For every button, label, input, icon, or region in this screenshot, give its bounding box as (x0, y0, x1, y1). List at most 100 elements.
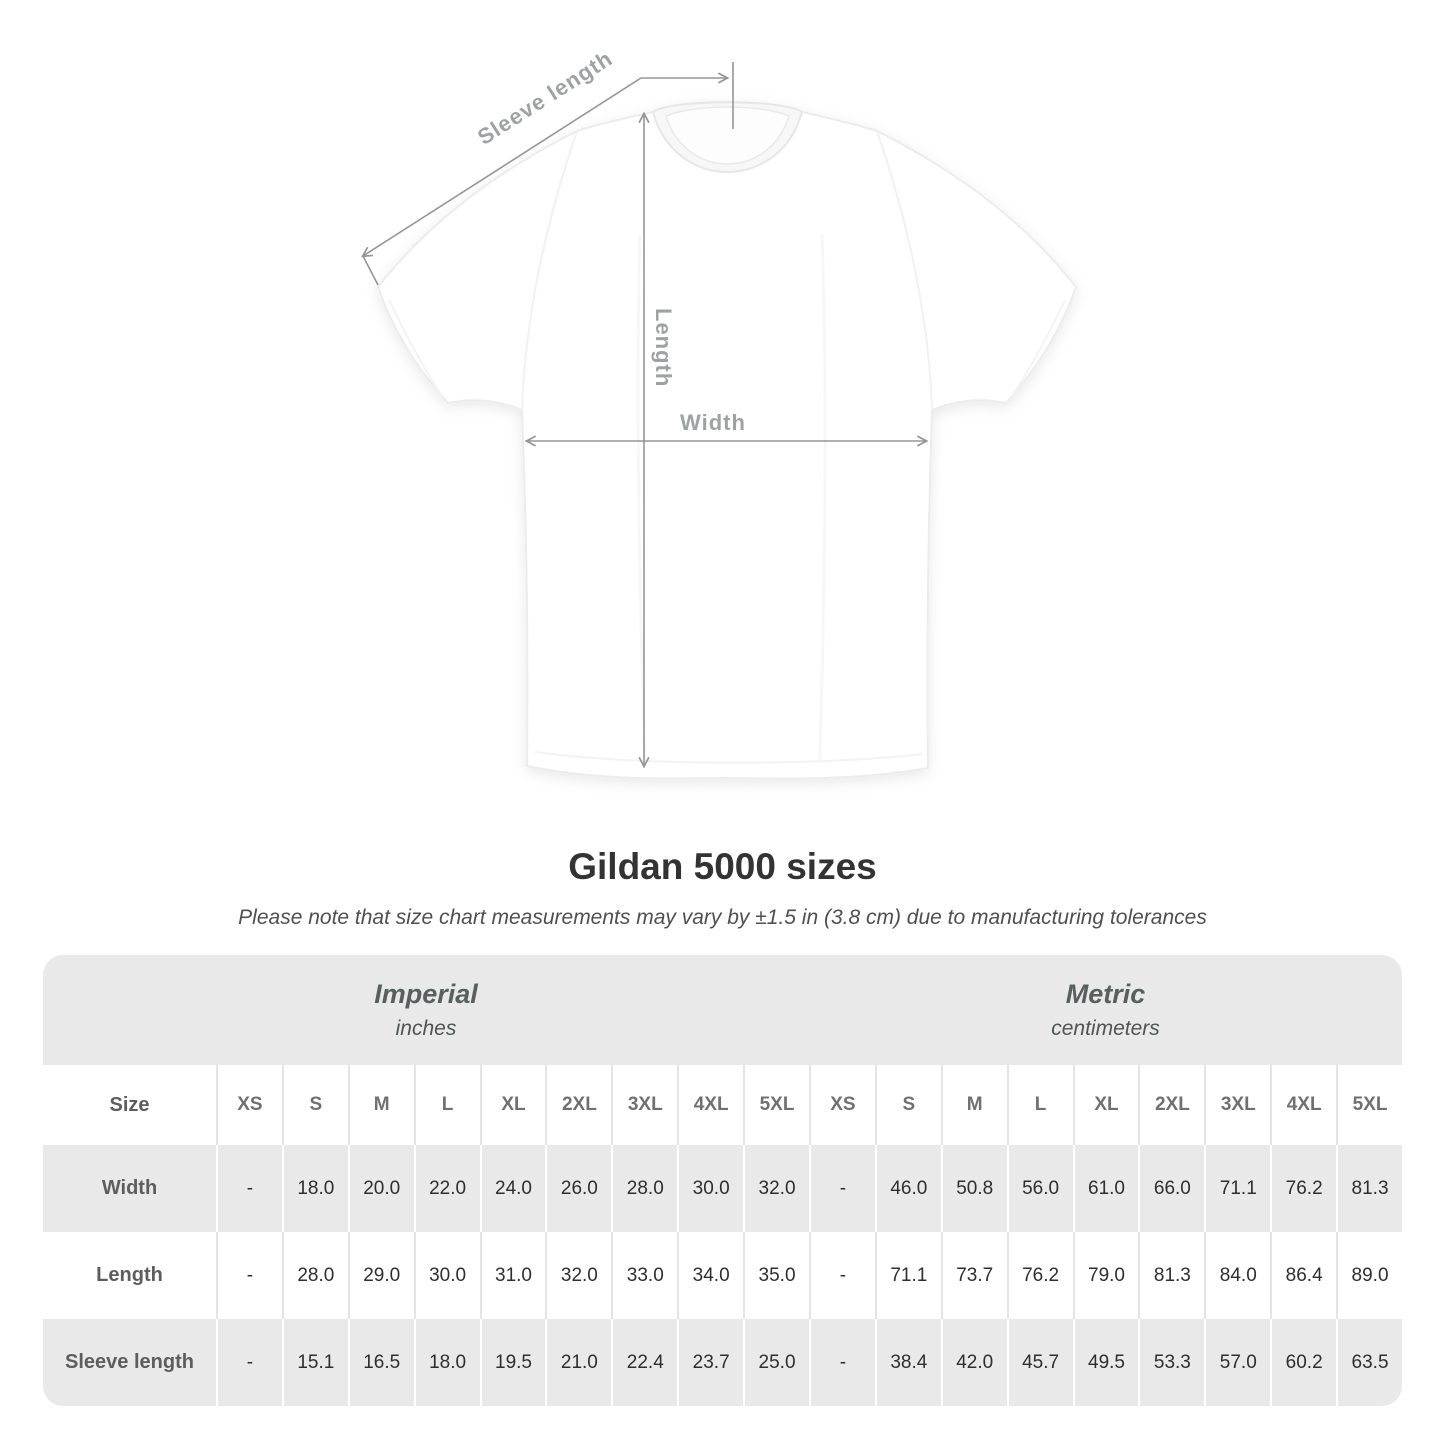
table-cell: 53.3 (1138, 1319, 1204, 1406)
table-cell: 24.0 (479, 1145, 546, 1232)
metric-group-unit: centimeters (1051, 1017, 1160, 1040)
table-cell: 60.2 (1270, 1319, 1336, 1406)
imperial-group-name: Imperial (374, 979, 478, 1009)
tolerance-note: Please note that size chart measurements… (238, 906, 1207, 929)
unit-group-header-row: Imperial inches Metric centimeters (43, 955, 1402, 1065)
page-title: Gildan 5000 sizes (568, 846, 877, 887)
size-header-cell: XS (808, 1065, 875, 1145)
size-table: Imperial inches Metric centimeters Size … (43, 955, 1402, 1406)
left-sleeve-hem (388, 299, 443, 397)
row-label: Width (101, 1177, 158, 1199)
size-header-cell: 5XL (743, 1065, 809, 1145)
table-cell: 18.0 (281, 1145, 348, 1232)
row-label: Length (96, 1264, 163, 1286)
metric-group-name: Metric (1065, 979, 1146, 1009)
table-cell: 63.5 (1336, 1319, 1402, 1406)
table-cell: 31.0 (479, 1232, 546, 1319)
row-label: Sleeve length (65, 1351, 194, 1373)
table-cell: - (216, 1232, 282, 1319)
right-sleeve-seam (876, 130, 933, 411)
table-cell: 66.0 (1138, 1145, 1204, 1232)
table-cell: 73.7 (940, 1232, 1007, 1319)
table-cell: 71.1 (1204, 1145, 1270, 1232)
size-header-cell: L (413, 1065, 480, 1145)
table-cell: 57.0 (1204, 1319, 1270, 1406)
table-cell: 28.0 (281, 1232, 348, 1319)
table-cell: 76.2 (1006, 1232, 1073, 1319)
table-cell: 18.0 (413, 1319, 480, 1406)
metric-group-header: Metric centimeters (809, 955, 1402, 1065)
table-cell: 71.1 (874, 1232, 941, 1319)
table-cell: 50.8 (940, 1145, 1007, 1232)
size-header-cell: XL (479, 1065, 546, 1145)
table-cell: 76.2 (1270, 1145, 1336, 1232)
table-cell: - (808, 1319, 875, 1406)
table-cell: 32.0 (545, 1232, 611, 1319)
size-header-cell: S (281, 1065, 348, 1145)
size-header-row: Size XS S M L XL 2XL 3XL 4XL 5XL XS S M … (43, 1065, 1402, 1145)
table-cell: 84.0 (1204, 1232, 1270, 1319)
table-cell: 45.7 (1006, 1319, 1073, 1406)
table-cell: 86.4 (1270, 1232, 1336, 1319)
table-cell: - (808, 1232, 875, 1319)
right-sleeve-hem (1011, 299, 1066, 397)
table-row-length: Length - 28.0 29.0 30.0 31.0 32.0 33.0 3… (43, 1232, 1402, 1319)
table-cell: 26.0 (545, 1145, 611, 1232)
table-cell: - (216, 1145, 282, 1232)
size-header-cell: S (874, 1065, 941, 1145)
table-cell: 22.4 (611, 1319, 677, 1406)
table-cell: 25.0 (743, 1319, 809, 1406)
size-header-cell: 2XL (1138, 1065, 1204, 1145)
sleeve-length-dimension-line (363, 77, 642, 256)
size-header-cell: M (940, 1065, 1007, 1145)
table-cell: 23.7 (677, 1319, 743, 1406)
width-label: Width (680, 410, 746, 435)
size-header-cell: 3XL (1204, 1065, 1270, 1145)
imperial-group-header: Imperial inches (43, 955, 809, 1065)
table-cell: 89.0 (1336, 1232, 1402, 1319)
table-cell: 35.0 (743, 1232, 809, 1319)
size-header-cell: L (1006, 1065, 1073, 1145)
table-cell: 30.0 (413, 1232, 480, 1319)
imperial-group-unit: inches (395, 1017, 457, 1040)
size-header-cell: 2XL (545, 1065, 611, 1145)
table-cell: 38.4 (874, 1319, 941, 1406)
table-cell: 16.5 (347, 1319, 414, 1406)
size-header-cell: 4XL (677, 1065, 743, 1145)
table-cell: 81.3 (1138, 1232, 1204, 1319)
length-label: Length (651, 308, 676, 387)
table-cell: - (216, 1319, 282, 1406)
fold-shading-right (818, 234, 827, 761)
bottom-hem-stitch (534, 751, 923, 764)
table-cell: 30.0 (677, 1145, 743, 1232)
size-header-cell: 5XL (1336, 1065, 1402, 1145)
table-cell: 20.0 (347, 1145, 414, 1232)
size-header-cell: XL (1072, 1065, 1139, 1145)
left-sleeve-seam (521, 130, 578, 411)
table-cell: - (808, 1145, 875, 1232)
table-cell: 49.5 (1072, 1319, 1139, 1406)
table-cell: 29.0 (347, 1232, 414, 1319)
table-cell: 32.0 (743, 1145, 809, 1232)
table-cell: 79.0 (1072, 1232, 1139, 1319)
table-cell: 56.0 (1006, 1145, 1073, 1232)
table-cell: 61.0 (1072, 1145, 1139, 1232)
table-cell: 15.1 (281, 1319, 348, 1406)
table-cell: 34.0 (677, 1232, 743, 1319)
tshirt-measurement-diagram: Sleeve length Length Width (0, 46, 1078, 780)
table-cell: 28.0 (611, 1145, 677, 1232)
size-header-cell: M (347, 1065, 414, 1145)
sleeve-length-tail-tick (362, 255, 379, 286)
size-header-cell: XS (216, 1065, 282, 1145)
table-cell: 42.0 (940, 1319, 1007, 1406)
tshirt-collar-inner (665, 106, 790, 165)
size-header-cell: 3XL (611, 1065, 677, 1145)
table-cell: 19.5 (479, 1319, 546, 1406)
size-header-cell: 4XL (1270, 1065, 1336, 1145)
table-cell: 21.0 (545, 1319, 611, 1406)
table-cell: 33.0 (611, 1232, 677, 1319)
table-row-sleeve-length: Sleeve length - 15.1 16.5 18.0 19.5 21.0… (43, 1319, 1402, 1406)
table-cell: 46.0 (874, 1145, 941, 1232)
size-column-header: Size (109, 1093, 150, 1116)
